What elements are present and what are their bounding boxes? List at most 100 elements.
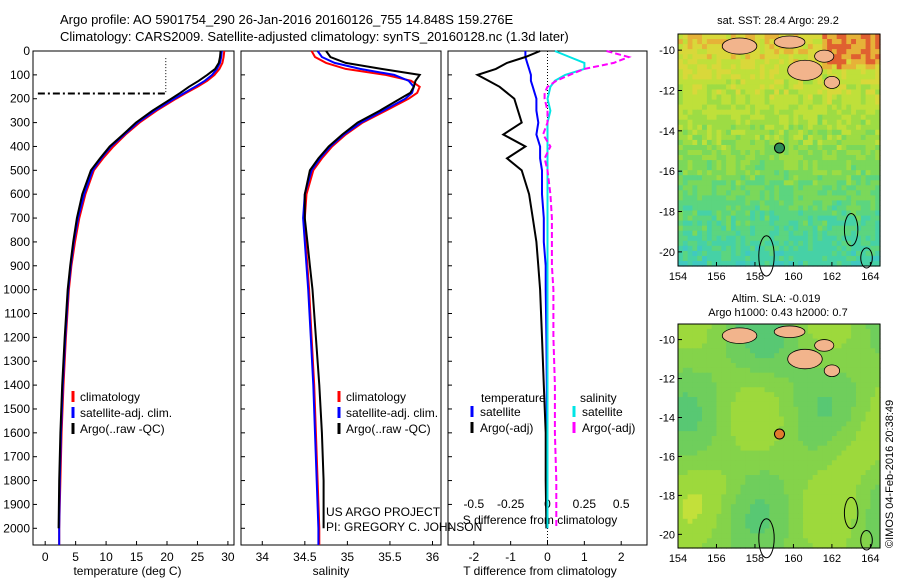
sla-map-cell (682, 377, 689, 384)
sst-map-cell (807, 245, 814, 252)
sst-map-cell (730, 134, 737, 141)
sla-map-cell (856, 421, 862, 427)
sla-map-cell (755, 484, 761, 491)
sst-map-cell (798, 49, 804, 55)
sla-map-cell (702, 499, 708, 505)
sst-map-cell (721, 79, 727, 85)
sla-map-cell (721, 455, 727, 461)
sla-map-cell (856, 494, 862, 500)
sla-map-cell (678, 348, 684, 354)
sst-map-cell (798, 185, 804, 191)
sst-map-cell (875, 54, 881, 60)
sla-map-island (773, 325, 806, 339)
sla-map-cell (788, 436, 794, 442)
sla-map-cell (769, 372, 775, 379)
sst-map-cell (706, 160, 713, 166)
sla-map-cell (730, 504, 737, 510)
sla-map-cell (755, 338, 761, 345)
sst-map-cell (774, 59, 780, 65)
sla-map-cell (716, 533, 722, 539)
sla-map-cell (702, 533, 708, 539)
sst-map-cell (856, 240, 862, 247)
sst-map-cell (697, 160, 703, 166)
sst-map-cell (846, 104, 852, 111)
sla-map-cell (803, 479, 809, 486)
sst-map-cell (798, 250, 804, 257)
sst-map-cell (735, 69, 742, 75)
sst-map-cell (798, 210, 804, 217)
sst-map-cell (687, 79, 693, 85)
sla-map-cell (702, 367, 708, 374)
sst-map-cell (812, 160, 819, 166)
sst-map-cell (856, 84, 862, 90)
sst-map-cell (735, 94, 742, 101)
sla-map-cell (793, 470, 799, 476)
sst-map-cell (793, 165, 799, 171)
sst-map-cell (682, 134, 689, 141)
sst-map-cell (764, 175, 770, 181)
sst-map-cell (735, 114, 742, 121)
sla-map-cell (692, 421, 698, 427)
sla-map-cell (697, 543, 703, 549)
sst-map-cell (740, 230, 746, 237)
sst-map-cell (856, 205, 862, 212)
sla-map-cell (764, 392, 770, 398)
sla-map-lat-label: -10 (659, 335, 675, 347)
sla-map-cell (817, 489, 823, 496)
sla-map-cell (697, 479, 703, 486)
sla-map-cell (745, 440, 751, 447)
sla-map-cell (846, 538, 852, 544)
sst-map-cell (726, 139, 732, 146)
sst-map-cell (774, 124, 780, 131)
sla-map-cell (875, 333, 881, 340)
sla-map-cell (779, 543, 785, 549)
sla-map-cell (706, 436, 713, 442)
sst-map-cell (682, 215, 689, 222)
sla-map-cell (779, 421, 785, 427)
sst-map-cell (836, 235, 843, 242)
sst-map-cell (711, 94, 718, 101)
sla-map-cell (735, 484, 742, 491)
sla-map-cell (875, 450, 881, 457)
sst-map-cell (841, 185, 847, 191)
sla-map-cell (788, 392, 794, 398)
sla-map-cell (745, 445, 751, 452)
sst-map-cell (788, 59, 794, 65)
sst-map-cell (759, 89, 766, 96)
sst-map-cell (735, 160, 742, 166)
sla-map-cell (702, 348, 708, 354)
sst-map-cell (875, 89, 881, 96)
sst-map-cell (764, 129, 770, 136)
sla-map-cell (846, 343, 852, 349)
sla-map-cell (783, 411, 790, 418)
sst-map-cell (851, 170, 857, 176)
sst-map-cell (836, 114, 843, 121)
sla-map-cell (841, 518, 847, 525)
sla-map-cell (735, 513, 742, 520)
sst-map-cell (726, 54, 732, 60)
sst-map-cell (702, 104, 708, 111)
sst-map-cell (735, 240, 742, 247)
sla-map-cell (779, 513, 785, 520)
sst-map-cell (822, 84, 828, 90)
sst-map-cell (711, 225, 718, 232)
sla-map-cell (735, 367, 742, 374)
sst-map-cell (812, 79, 819, 85)
sst-map-cell (755, 64, 761, 70)
sla-map-cell (711, 416, 718, 422)
sla-map-cell (755, 363, 761, 369)
sla-map-cell (860, 455, 867, 461)
sst-map-cell (769, 150, 775, 156)
sla-map-cell (730, 431, 737, 437)
sst-map-cell (870, 124, 876, 131)
sst-map-cell (745, 180, 751, 186)
sla-map-cell (803, 324, 809, 330)
sst-map-cell (807, 109, 814, 116)
tdiff-tick-label: 1 (581, 550, 588, 564)
sst-map-cell (846, 190, 852, 196)
sst-map-cell (779, 124, 785, 131)
sla-map-cell (697, 445, 703, 452)
sst-map-cell (730, 185, 737, 191)
sst-map-cell (803, 34, 809, 40)
sst-map-cell (783, 215, 790, 222)
